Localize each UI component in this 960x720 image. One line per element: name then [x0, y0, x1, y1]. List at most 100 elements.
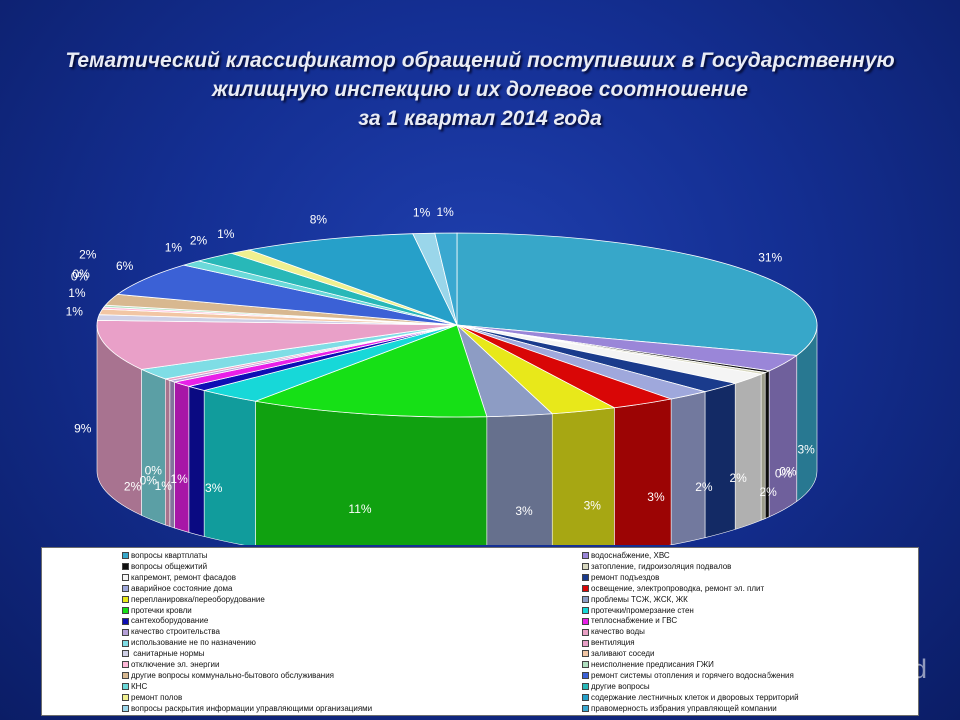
- legend-item: отключение эл. энергии: [122, 660, 219, 670]
- pie-chart: 31%3%0%0%2%2%2%3%3%3%11%3%1%1%0%0%2%9%1%…: [66, 205, 818, 545]
- data-label-9: 3%: [515, 504, 533, 518]
- legend-label: качество строительства: [131, 627, 220, 637]
- legend-swatch: [122, 617, 129, 625]
- legend-swatch: [582, 574, 589, 582]
- pie-side-12: [188, 386, 205, 537]
- legend-item: капремонт, ремонт фасадов: [122, 573, 236, 583]
- pie-slice-10: [254, 324, 488, 418]
- legend-label: вопросы общежитий: [131, 561, 208, 571]
- legend-swatch: [122, 672, 129, 680]
- legend-label: аварийное состояние дома: [131, 583, 233, 593]
- legend-label: сантехоборудование: [131, 616, 209, 626]
- legend-swatch: [122, 628, 129, 636]
- legend-swatch: [582, 639, 589, 647]
- legend-swatch: [122, 606, 129, 614]
- pie-side-5: [704, 382, 736, 539]
- legend-label: другие вопросы коммунально-бытового обсл…: [131, 670, 334, 680]
- legend-swatch: [582, 661, 589, 669]
- data-label-28: 1%: [413, 206, 431, 220]
- data-label-26: 1%: [217, 227, 235, 241]
- legend-item: проблемы ТСЖ, ЖСК, ЖК: [582, 595, 688, 605]
- pie-side-16: [141, 368, 166, 526]
- data-label-4: 2%: [759, 485, 777, 499]
- legend-item: перепланировка/переоборудование: [122, 595, 265, 605]
- pie-side-6: [670, 391, 706, 545]
- data-label-7: 3%: [647, 490, 665, 504]
- legend-label: КНС: [131, 681, 148, 691]
- legend-label: вентиляция: [591, 638, 635, 648]
- legend-item: другие вопросы: [582, 682, 650, 692]
- legend-label: вопросы раскрытия информации управляющим…: [131, 703, 373, 713]
- legend-label: другие вопросы: [591, 681, 650, 691]
- legend-swatch: [582, 683, 589, 691]
- data-label-2: 0%: [779, 464, 797, 478]
- pie-side-8: [551, 407, 615, 545]
- data-label-18: 1%: [66, 304, 84, 318]
- legend-swatch: [122, 595, 129, 603]
- title-line-3: за 1 квартал 2014 года: [358, 107, 602, 130]
- legend-item: заливают соседи: [582, 649, 655, 659]
- legend-item: протечки/промерзание стен: [582, 606, 694, 616]
- legend-swatch: [122, 639, 129, 647]
- pie-side-11: [203, 390, 256, 545]
- legend-item: ремонт системы отопления и горячего водо…: [582, 671, 794, 681]
- pie-side-13: [174, 381, 190, 533]
- legend-swatch: [122, 552, 129, 560]
- legend-swatch: [582, 628, 589, 636]
- data-label-29: 1%: [437, 205, 455, 219]
- legend-label: проблемы ТСЖ, ЖСК, ЖК: [591, 594, 688, 604]
- data-label-12: 1%: [170, 472, 188, 486]
- pie-side-4: [734, 373, 762, 530]
- legend-item: вопросы раскрытия информации управляющим…: [122, 704, 372, 714]
- legend-item: качество воды: [582, 627, 645, 637]
- data-label-19: 1%: [68, 286, 86, 300]
- legend-label: использование не по назначению: [131, 638, 256, 648]
- legend-swatch: [122, 694, 129, 702]
- legend-label: протечки кровли: [131, 605, 192, 615]
- data-label-27: 8%: [310, 212, 328, 226]
- legend-item: вопросы общежитий: [122, 562, 207, 572]
- watermark: MyShared: [766, 654, 927, 685]
- legend-swatch: [582, 617, 589, 625]
- legend-item: ремонт подъездов: [582, 573, 659, 583]
- legend-item: теплоснабжение и ГВС: [582, 616, 677, 626]
- legend-item: протечки кровли: [122, 606, 192, 616]
- pie-slice-0: [456, 232, 818, 356]
- data-label-0: 31%: [758, 251, 782, 265]
- legend-label: ремонт подъездов: [591, 572, 660, 582]
- legend-label: качество воды: [591, 627, 645, 637]
- data-label-21: 0%: [72, 267, 90, 281]
- legend-label: перепланировка/переоборудование: [131, 594, 265, 604]
- legend-swatch: [582, 585, 589, 593]
- legend-item: сантехоборудование: [122, 616, 208, 626]
- legend-swatch: [582, 563, 589, 571]
- legend-item: вопросы квартплаты: [122, 551, 208, 561]
- legend-swatch: [122, 650, 129, 658]
- data-label-10: 11%: [348, 502, 371, 516]
- legend-item: КНС: [122, 682, 147, 692]
- legend-swatch: [582, 672, 589, 680]
- pie-side-7: [614, 398, 672, 545]
- legend-swatch: [122, 574, 129, 582]
- data-label-5: 2%: [729, 471, 747, 485]
- legend-label: теплоснабжение и ГВС: [591, 616, 678, 626]
- legend-swatch: [122, 661, 129, 669]
- pie-side-14: [169, 380, 175, 529]
- pie-side-10: [255, 400, 488, 545]
- pie-slice-27: [247, 233, 458, 326]
- pie-side-9: [486, 413, 553, 545]
- legend-swatch: [582, 606, 589, 614]
- legend-swatch: [122, 585, 129, 593]
- data-label-1: 3%: [797, 442, 815, 456]
- legend-item: санитарные нормы: [122, 649, 204, 659]
- legend-item: качество строительства: [122, 627, 220, 637]
- data-label-11: 3%: [205, 481, 223, 495]
- legend-label: санитарные нормы: [131, 649, 205, 659]
- data-label-25: 2%: [190, 233, 208, 247]
- legend-label: вопросы квартплаты: [131, 551, 208, 560]
- pie-slice-29: [434, 232, 458, 326]
- legend-label: неисполнение предписания ГЖИ: [591, 660, 714, 669]
- legend-swatch: [582, 552, 589, 560]
- legend-item: затопление, гидроизоляция подвалов: [582, 562, 731, 572]
- data-label-13: 1%: [155, 479, 173, 493]
